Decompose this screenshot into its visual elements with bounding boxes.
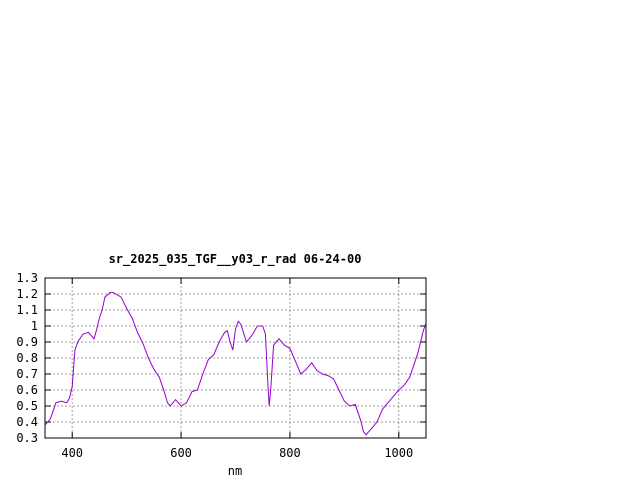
y-tick-label: 1.3 [16, 271, 38, 285]
x-tick-label: 400 [61, 446, 83, 460]
x-axis: 400 600 800 1000 [61, 278, 413, 460]
y-tick-label: 0.9 [16, 335, 38, 349]
chart-title: sr_2025_035_TGF__y03_r_rad 06-24-00 [109, 252, 362, 267]
y-tick-label: 0.6 [16, 383, 38, 397]
y-axis: 0.3 0.4 0.5 0.6 0.7 0.8 0.9 1 1.1 1.2 1.3 [16, 271, 426, 445]
y-tick-label: 0.7 [16, 367, 38, 381]
x-tick-label: 1000 [384, 446, 413, 460]
y-tick-label: 1.2 [16, 287, 38, 301]
y-tick-label: 0.5 [16, 399, 38, 413]
y-tick-label: 0.4 [16, 415, 38, 429]
x-tick-label: 800 [279, 446, 301, 460]
x-tick-label: 600 [170, 446, 192, 460]
y-tick-label: 0.8 [16, 351, 38, 365]
y-tick-label: 0.3 [16, 431, 38, 445]
series-line [44, 291, 427, 436]
y-tick-label: 1.1 [16, 303, 38, 317]
x-axis-label: nm [228, 464, 242, 478]
y-tick-label: 1 [31, 319, 38, 333]
grid [45, 278, 426, 438]
